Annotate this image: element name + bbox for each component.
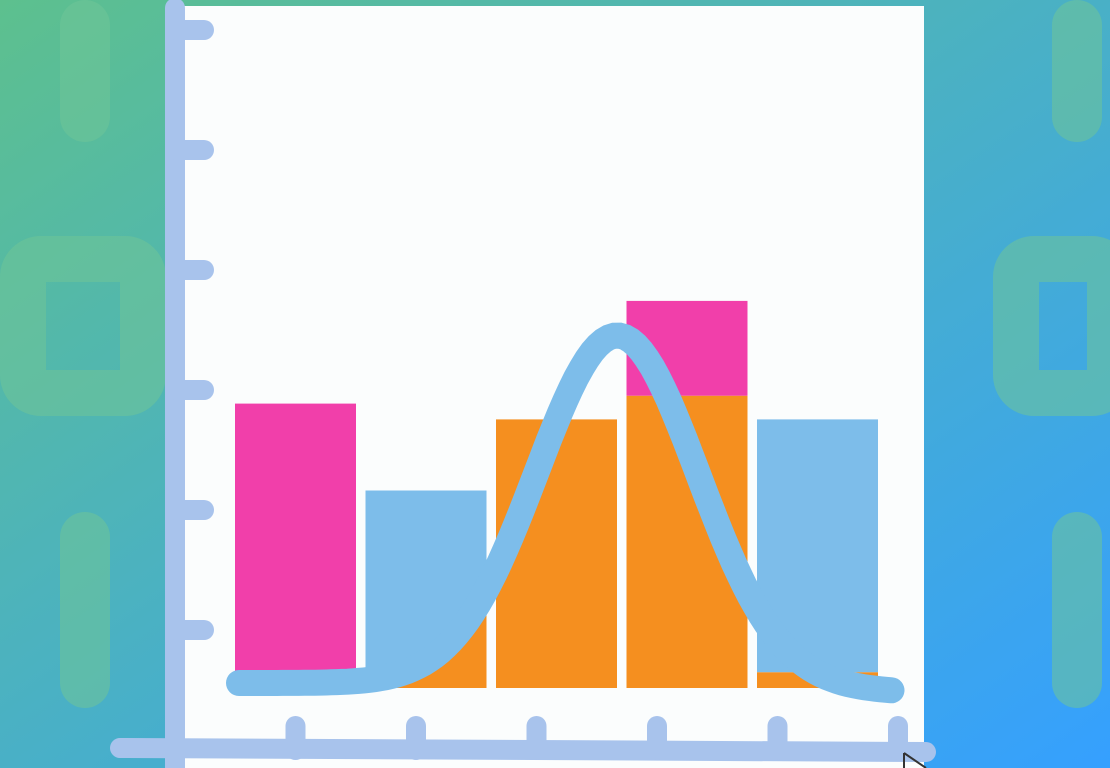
square-outline-shape <box>0 236 166 416</box>
mouse-cursor-icon <box>903 752 927 768</box>
pill-shape <box>1052 512 1102 708</box>
square-outline-shape <box>993 236 1110 416</box>
pill-shape <box>60 512 110 708</box>
pill-shape <box>1052 0 1102 142</box>
background-decorations <box>0 0 1110 708</box>
x-axis-line <box>110 738 936 762</box>
axes <box>110 0 936 768</box>
distribution-curve <box>226 322 905 704</box>
pill-shape <box>60 0 110 142</box>
bar-segment <box>235 403 356 673</box>
